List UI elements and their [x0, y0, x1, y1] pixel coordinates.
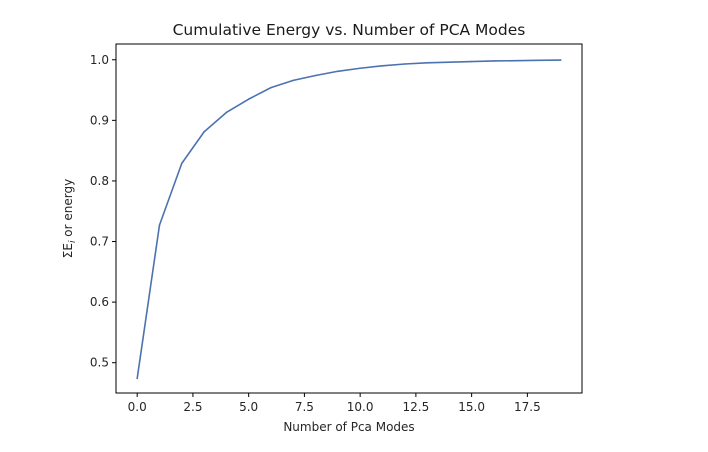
x-tick-label: 0.0: [128, 400, 147, 414]
x-axis-label: Number of Pca Modes: [283, 420, 414, 434]
data-point: [247, 98, 250, 100]
data-point: [203, 131, 205, 133]
y-axis: 0.5 0.6 0.7 0.8 0.9 1.0: [90, 53, 116, 370]
data-point: [560, 59, 562, 61]
y-tick-label: 0.6: [90, 295, 109, 309]
x-tick-label: 7.5: [295, 400, 314, 414]
y-tick-label: 0.8: [90, 174, 109, 188]
data-point: [515, 59, 518, 62]
data-point: [337, 70, 339, 73]
y-axis-label-main: ΣE: [61, 243, 75, 258]
y-tick-label: 0.9: [90, 113, 109, 127]
data-point: [448, 61, 451, 63]
x-tick-label: 5.0: [239, 400, 258, 414]
data-point: [381, 65, 384, 67]
chart-title: Cumulative Energy vs. Number of PCA Mode…: [173, 21, 526, 39]
plot-area-frame: [115, 43, 583, 394]
y-tick-label: 0.5: [90, 356, 109, 370]
x-tick-label: 2.5: [183, 400, 202, 414]
data-point: [292, 79, 295, 82]
data-point: [180, 162, 183, 165]
x-tick-label: 17.5: [514, 400, 541, 414]
series-line: [136, 59, 561, 379]
data-point: [314, 74, 317, 77]
y-axis-label-subscript: i: [68, 240, 78, 243]
series-lines: [136, 59, 562, 380]
data-point: [493, 60, 495, 62]
data-point: [158, 224, 161, 226]
data-point: [403, 63, 406, 65]
y-axis-label: ΣEi or energy: [61, 179, 78, 258]
x-tick-label: 15.0: [458, 400, 485, 414]
x-axis: 0.0 2.5 5.0 7.5 10.0 12.5 15.0 17.5: [128, 393, 541, 414]
x-tick-label: 12.5: [403, 400, 430, 414]
data-point: [426, 61, 428, 64]
data-point: [359, 67, 361, 70]
y-tick-label: 0.7: [90, 235, 109, 249]
data-point: [537, 59, 540, 62]
y-axis-label-suffix: or energy: [61, 179, 75, 241]
data-point: [270, 86, 272, 89]
data-point: [470, 60, 473, 63]
data-point: [136, 377, 138, 380]
y-tick-label: 1.0: [90, 53, 109, 67]
data-point: [225, 111, 228, 114]
x-tick-label: 10.0: [347, 400, 374, 414]
